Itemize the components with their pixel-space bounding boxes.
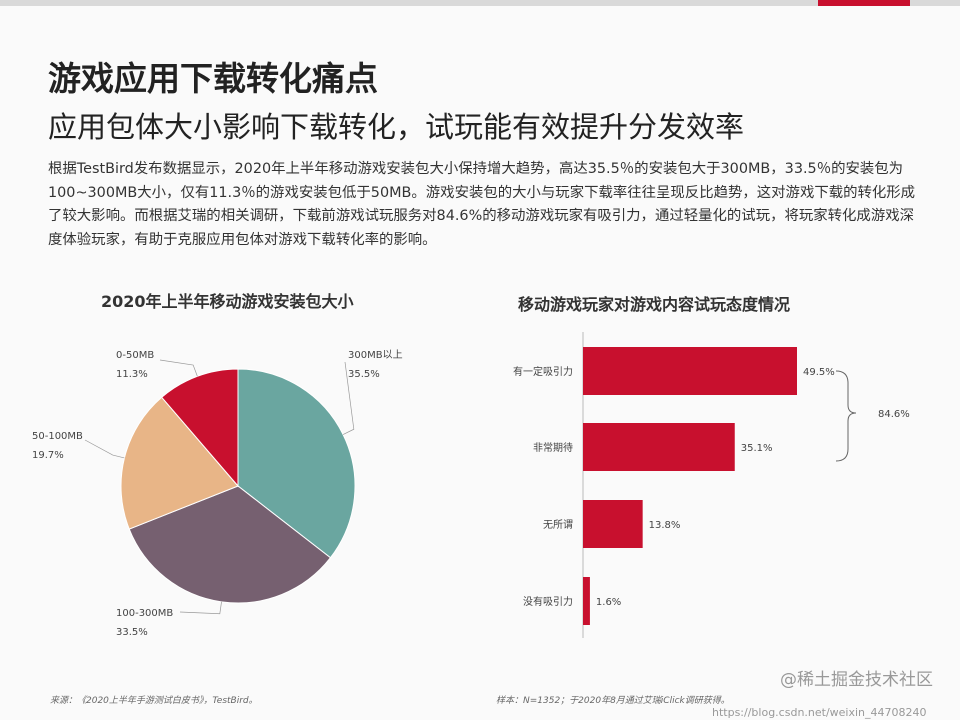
slice-label: 100-300MB bbox=[116, 608, 173, 619]
category-label: 非常期待 bbox=[533, 441, 573, 454]
leader-line bbox=[342, 361, 355, 435]
top-bar bbox=[0, 0, 960, 6]
pie-slice bbox=[237, 368, 356, 559]
pie-slice bbox=[120, 396, 239, 530]
top-accent bbox=[818, 0, 910, 6]
value-label: 49.5% bbox=[803, 367, 835, 378]
slice-value: 11.3% bbox=[116, 369, 148, 380]
leader-line bbox=[84, 439, 125, 459]
bracket-label: 84.6% bbox=[878, 409, 910, 420]
source-note: 来源：《2020上半年手游测试白皮书》，TestBird。 bbox=[50, 696, 258, 706]
bar bbox=[583, 423, 735, 471]
sample-note: 样本：N=1352；于2020年8月通过艾瑞iClick调研获得。 bbox=[496, 696, 730, 706]
category-label: 没有吸引力 bbox=[523, 595, 573, 608]
leader-line bbox=[159, 359, 198, 377]
bar bbox=[583, 577, 590, 625]
category-label: 无所谓 bbox=[543, 519, 573, 531]
slice-value: 19.7% bbox=[32, 450, 64, 461]
slice-label: 300MB以上 bbox=[348, 349, 403, 361]
category-label: 有一定吸引力 bbox=[513, 365, 573, 378]
watermark-juejin: @稀土掘金技术社区 bbox=[780, 670, 933, 690]
pie-title: 2020年上半年移动游戏安装包大小 bbox=[101, 292, 354, 311]
slice-label: 50-100MB bbox=[32, 431, 83, 442]
value-label: 13.8% bbox=[649, 520, 681, 531]
page-subtitle: 应用包体大小影响下载转化，试玩能有效提升分发效率 bbox=[48, 110, 745, 144]
slice-label: 0-50MB bbox=[116, 350, 154, 361]
value-label: 35.1% bbox=[741, 443, 773, 454]
bar-title: 移动游戏玩家对游戏内容试玩态度情况 bbox=[518, 295, 791, 314]
bar bbox=[583, 347, 797, 395]
slice-value: 33.5% bbox=[116, 627, 148, 638]
bar bbox=[583, 500, 643, 548]
value-label: 1.6% bbox=[596, 597, 621, 608]
slice-value: 35.5% bbox=[348, 369, 380, 380]
page-title: 游戏应用下载转化痛点 bbox=[48, 59, 378, 98]
watermark-csdn: https://blog.csdn.net/weixin_44708240 bbox=[712, 706, 927, 719]
bracket bbox=[835, 370, 857, 462]
description: 根据TestBird发布数据显示，2020年上半年移动游戏安装包大小保持增大趋势… bbox=[48, 161, 916, 248]
leader-line bbox=[179, 601, 222, 615]
